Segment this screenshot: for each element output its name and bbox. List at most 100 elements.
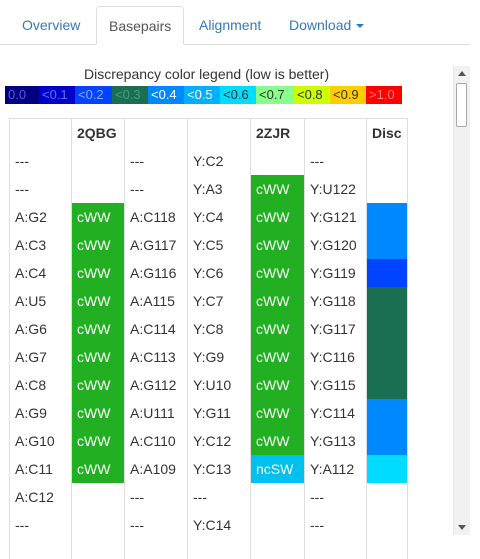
pair-type-cell: ncSW	[251, 455, 305, 483]
discrepancy-cell	[367, 175, 408, 203]
tab-bar: Overview Basepairs Alignment Download	[0, 0, 470, 45]
table-row: A:G10 cWW A:C110 Y:C12 cWW Y:G113	[10, 427, 408, 455]
tab-download-label: Download	[289, 17, 352, 33]
residue-cell: Y:C2	[193, 153, 224, 169]
legend-item: 0.0	[5, 86, 39, 104]
residue-cell: A:A109	[130, 461, 176, 477]
discrepancy-cell	[367, 343, 408, 371]
residue-cell: A:G6	[15, 321, 47, 337]
discrepancy-cell	[367, 315, 408, 343]
table-row: A:C4 cWW A:G116 Y:C6 cWW Y:G119	[10, 259, 408, 287]
pair-type-cell: cWW	[251, 287, 305, 315]
residue-cell: Y:A3	[193, 181, 223, 197]
discrepancy-cell	[367, 371, 408, 399]
residue-cell: A:C114	[130, 321, 176, 337]
residue-cell: A:C3	[15, 237, 47, 253]
grid-divider	[187, 119, 188, 559]
grid-divider	[250, 119, 251, 559]
scroll-thumb[interactable]	[456, 83, 467, 127]
column-header	[188, 119, 251, 147]
pair-type-cell: cWW	[251, 427, 305, 455]
scroll-up-arrow-icon[interactable]	[458, 71, 466, 76]
discrepancy-cell	[367, 511, 408, 539]
pair-type-cell	[72, 147, 125, 175]
grid-divider	[366, 119, 367, 559]
residue-cell: A:G112	[130, 377, 177, 393]
table-row: A:G7 cWW A:C113 Y:G9 cWW Y:C116	[10, 343, 408, 371]
residue-cell: Y:U10	[193, 377, 232, 393]
residue-cell: Y:C13	[193, 461, 232, 477]
pair-type-cell: cWW	[251, 175, 305, 203]
pair-type-cell	[251, 511, 305, 539]
tab-basepairs[interactable]: Basepairs	[96, 6, 185, 45]
legend-item: <0.9	[330, 86, 366, 104]
residue-cell: ---	[130, 181, 144, 197]
table-row: A:G2 cWW A:C118 Y:C4 cWW Y:G121	[10, 203, 408, 231]
pair-type-cell: cWW	[251, 315, 305, 343]
residue-cell: ---	[130, 517, 144, 533]
legend-item: <0.5	[184, 86, 220, 104]
discrepancy-cell	[367, 231, 408, 259]
pair-type-cell	[251, 483, 305, 511]
pair-type-cell: cWW	[251, 399, 305, 427]
residue-cell: Y:C8	[193, 321, 224, 337]
pair-type-cell	[72, 483, 125, 511]
legend-item: <0.2	[75, 86, 112, 104]
residue-cell: A:G10	[15, 433, 55, 449]
pair-type-cell: cWW	[251, 343, 305, 371]
residue-cell: Y:C14	[193, 517, 232, 533]
residue-cell: A:U5	[15, 293, 47, 309]
residue-cell: Y:G121	[310, 209, 357, 225]
residue-cell: A:G116	[130, 265, 177, 281]
residue-cell: Y:G113	[310, 433, 356, 449]
discrepancy-cell	[367, 147, 408, 175]
residue-cell: Y:C4	[193, 209, 224, 225]
residue-cell: Y:C7	[193, 293, 224, 309]
pair-type-cell: cWW	[72, 203, 125, 231]
table-row: A:C12 --- --- ---	[10, 483, 408, 511]
legend-item: <0.4	[148, 86, 184, 104]
residue-cell: Y:G115	[310, 377, 356, 393]
pair-type-cell: cWW	[251, 231, 305, 259]
grid-divider	[71, 119, 72, 559]
residue-cell: Y:A112	[310, 461, 355, 477]
discrepancy-cell	[367, 203, 408, 231]
pair-type-cell: cWW	[72, 455, 125, 483]
discrepancy-cell	[367, 399, 408, 427]
residue-cell: A:C11	[15, 461, 53, 477]
residue-cell: Y:C6	[193, 265, 224, 281]
table-row: A:C8 cWW A:G112 Y:U10 cWW Y:G115	[10, 371, 408, 399]
tab-overview[interactable]: Overview	[22, 17, 81, 33]
table-row: A:G6 cWW A:C114 Y:C8 cWW Y:G117	[10, 315, 408, 343]
discrepancy-cell	[367, 483, 408, 511]
legend-item: <0.8	[294, 86, 330, 104]
caret-down-icon	[356, 24, 365, 29]
scroll-down-arrow-icon[interactable]	[458, 525, 466, 530]
residue-cell: ---	[193, 489, 207, 505]
residue-cell: A:C110	[130, 433, 176, 449]
residue-cell: ---	[130, 489, 144, 505]
residue-cell: A:C113	[130, 349, 176, 365]
column-header: Disc	[372, 125, 402, 141]
tab-alignment[interactable]: Alignment	[199, 17, 262, 33]
legend-item: >1.0	[366, 86, 402, 104]
residue-cell: Y:U122	[310, 181, 356, 197]
residue-cell: ---	[15, 153, 29, 169]
table-row: --- --- Y:A3 cWW Y:U122	[10, 175, 408, 203]
pair-type-cell	[251, 147, 305, 175]
residue-cell: A:A115	[130, 293, 175, 309]
residue-cell: ---	[15, 517, 29, 533]
legend-item: <0.7	[256, 86, 294, 104]
table-row: --- --- Y:C14 ---	[10, 511, 408, 539]
residue-cell: ---	[310, 517, 324, 533]
table-row: A:G9 cWW A:U111 Y:G11 cWW Y:C114	[10, 399, 408, 427]
residue-cell: A:C8	[15, 377, 47, 393]
residue-cell: A:G2	[15, 209, 47, 225]
residue-cell: Y:G119	[310, 265, 356, 281]
vertical-scrollbar[interactable]	[453, 66, 470, 535]
tab-download[interactable]: Download	[277, 6, 376, 44]
pair-type-cell: cWW	[72, 315, 125, 343]
column-header	[10, 119, 72, 147]
residue-cell: Y:C12	[193, 433, 232, 449]
residue-cell: A:C4	[15, 265, 47, 281]
